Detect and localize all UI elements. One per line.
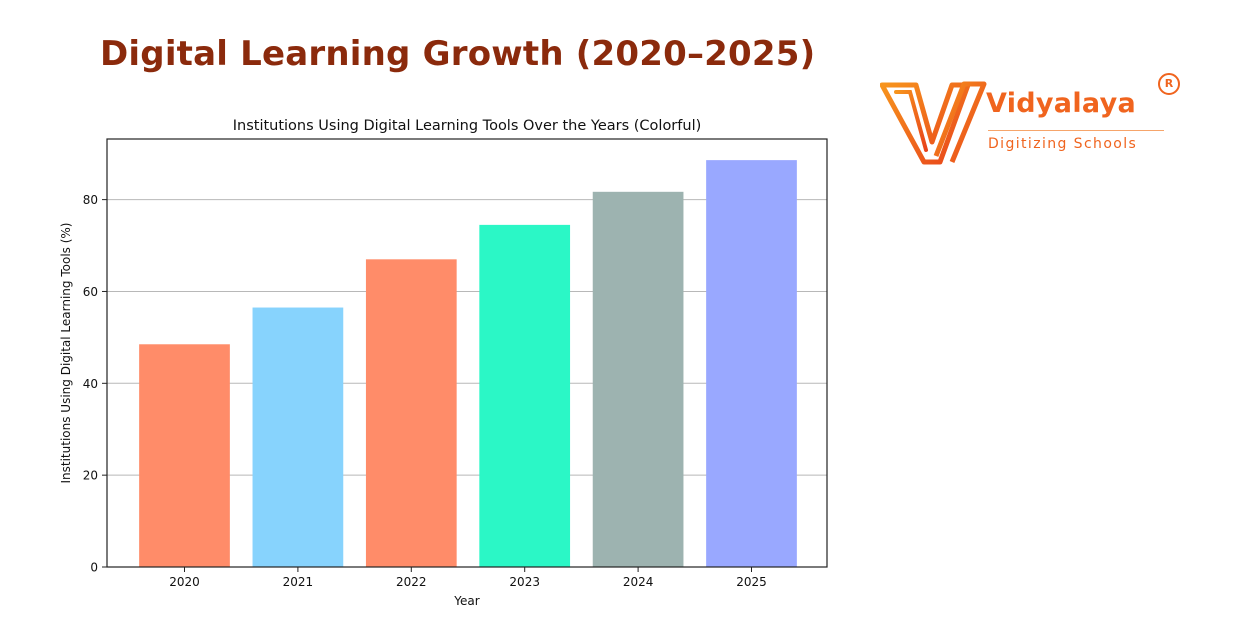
- y-tick-label: 60: [83, 285, 98, 299]
- bar-2020: [139, 344, 230, 567]
- x-tick-label: 2024: [623, 575, 654, 589]
- bar-2022: [365, 259, 457, 567]
- x-axis-ticks: 2020 2021 2022 2023 2024 2025: [169, 567, 767, 589]
- logo-name: Vidyalaya: [986, 88, 1136, 119]
- y-tick-label: 80: [83, 193, 98, 207]
- bar-2023: [479, 224, 571, 567]
- bar-2025: [706, 160, 797, 568]
- x-tick-label: 2020: [169, 575, 200, 589]
- bars: [139, 160, 797, 568]
- v-mark-icon: [880, 81, 987, 165]
- bar-2024: [592, 191, 684, 567]
- logo-divider: [988, 130, 1164, 131]
- y-axis-label: Institutions Using Digital Learning Tool…: [59, 223, 73, 484]
- y-tick-label: 0: [90, 561, 98, 575]
- x-tick-label: 2021: [283, 575, 314, 589]
- vidyalaya-logo: Vidyalaya Digitizing Schools R: [880, 70, 1190, 170]
- y-tick-label: 20: [83, 469, 98, 483]
- logo-tagline: Digitizing Schools: [988, 136, 1138, 152]
- registered-mark-icon: R: [1158, 73, 1180, 95]
- plot-frame: [106, 138, 828, 568]
- page-title: Digital Learning Growth (2020–2025): [100, 34, 816, 74]
- x-tick-label: 2025: [736, 575, 767, 589]
- bar-2021: [252, 307, 344, 567]
- chart-title: Institutions Using Digital Learning Tool…: [233, 118, 702, 134]
- x-tick-label: 2022: [396, 575, 427, 589]
- y-tick-label: 40: [83, 377, 98, 391]
- x-axis-label: Year: [453, 594, 479, 608]
- bar-chart: 0 20 40 60 80 2020 2021 2022 2023 2024 2025 Insti…: [59, 118, 828, 608]
- y-axis-ticks: 0 20 40 60 80: [83, 193, 107, 575]
- x-tick-label: 2023: [509, 575, 540, 589]
